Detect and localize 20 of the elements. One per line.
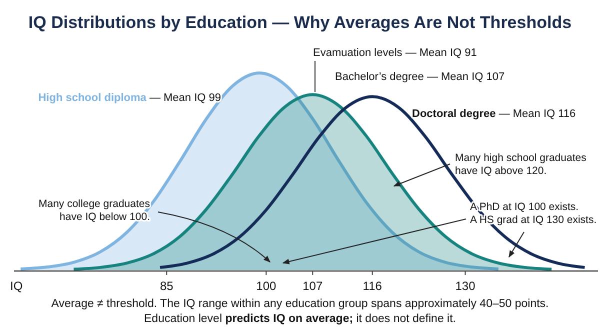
x-axis-title: IQ: [10, 279, 23, 293]
x-tick-label: 85: [160, 279, 174, 293]
text: High school diploma: [38, 92, 148, 104]
annotation: — Mean IQ 107: [424, 71, 505, 83]
text: Education level: [144, 313, 226, 325]
series-label: Bachelor’s degree: [335, 71, 424, 83]
x-tick-label: 130: [455, 279, 476, 293]
x-tick-label: 116: [362, 279, 382, 293]
series-label: Doctoral degree: [412, 108, 496, 120]
annotation: Many college graduates have IQ below 100.: [38, 198, 150, 223]
chart-title: IQ Distributions by Education — Why Averages Are Not Thresholds: [28, 13, 572, 32]
text: Average ≠ threshold. The IQ range within any education group spans approximately 40–50 points.: [51, 298, 549, 310]
annotation: — Mean IQ 116: [496, 108, 576, 120]
x-tick-label: 107: [302, 279, 323, 293]
text: it does not define it.: [353, 313, 456, 325]
annotation: — Mean IQ 99: [146, 92, 221, 104]
x-tick-label: 100: [256, 279, 277, 293]
text: Evamuation levels — Mean IQ 91: [313, 47, 477, 59]
annotation: Many high school graduates have IQ above 120.: [455, 152, 586, 177]
text: predicts IQ on average;: [225, 313, 354, 325]
